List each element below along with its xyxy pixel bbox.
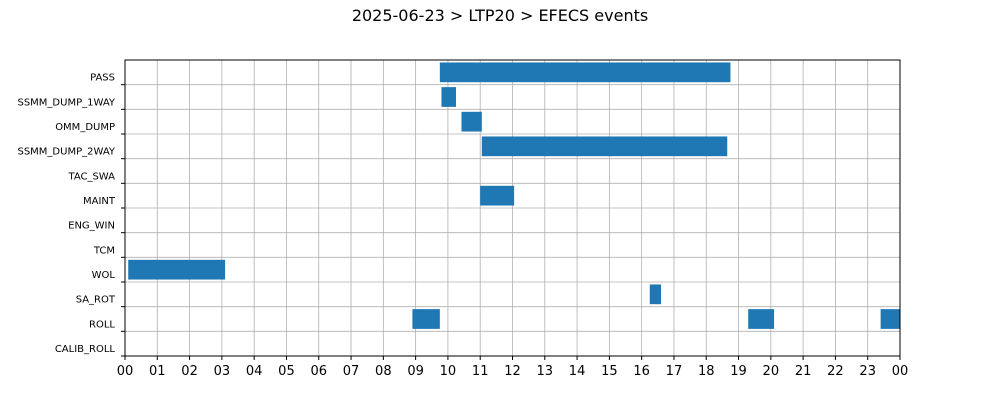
y-tick-label: SSMM_DUMP_1WAY	[17, 97, 115, 108]
event-bar	[649, 284, 662, 305]
event-bar	[880, 309, 900, 329]
x-tick-label: 15	[601, 364, 618, 379]
x-tick-label: 04	[246, 364, 263, 379]
x-tick-label: 01	[149, 364, 166, 379]
x-tick-label: 07	[343, 364, 360, 379]
event-bar	[128, 259, 226, 280]
y-tick-label: TCM	[93, 245, 115, 256]
y-tick-label: SA_ROT	[76, 295, 116, 306]
y-tick-label: ENG_WIN	[68, 221, 115, 232]
chart-title: 2025-06-23 > LTP20 > EFECS events	[351, 6, 649, 25]
x-tick-label: 18	[698, 364, 715, 379]
y-tick-label: OMM_DUMP	[55, 122, 115, 133]
x-tick-label: 05	[278, 364, 295, 379]
grid-layer	[124, 60, 901, 357]
x-tick-label: 00	[117, 364, 134, 379]
x-tick-label: 11	[472, 364, 489, 379]
bar-layer	[128, 62, 900, 329]
event-bar	[412, 309, 440, 329]
event-bar	[441, 87, 456, 107]
x-tick-label: 00	[892, 364, 909, 379]
x-tick-label: 20	[763, 364, 780, 379]
x-tick-label: 03	[214, 364, 231, 379]
x-tick-label: 06	[310, 364, 327, 379]
x-tick-label: 23	[859, 364, 876, 379]
tick-layer: 00 01 02 03 04 05 06 07 08 09 10 11 12 13 14 15 16 17 18 19…	[17, 73, 908, 379]
y-tick-label: SSMM_DUMP_2WAY	[17, 147, 115, 158]
x-tick-label: 02	[181, 364, 198, 379]
y-tick-label: TAC_SWA	[67, 171, 115, 182]
y-tick-label: MAINT	[83, 196, 116, 207]
event-bar	[480, 185, 515, 206]
y-tick-label: CALIB_ROLL	[55, 344, 116, 355]
x-tick-label: 12	[504, 364, 521, 379]
event-bar	[481, 136, 728, 157]
x-tick-label: 16	[633, 364, 650, 379]
x-tick-label: 14	[569, 364, 586, 379]
x-tick-label: 09	[407, 364, 424, 379]
x-tick-label: 08	[375, 364, 392, 379]
x-tick-label: 13	[537, 364, 554, 379]
y-tick-label: PASS	[90, 73, 115, 84]
event-bar	[439, 62, 731, 83]
y-tick-label: WOL	[92, 270, 116, 281]
x-tick-label: 19	[730, 364, 747, 379]
event-bar	[461, 111, 482, 132]
x-tick-label: 17	[666, 364, 683, 379]
x-tick-label: 21	[795, 364, 812, 379]
event-bar	[748, 309, 775, 329]
y-tick-label: ROLL	[89, 319, 115, 330]
x-tick-label: 10	[440, 364, 457, 379]
x-tick-label: 22	[827, 364, 844, 379]
